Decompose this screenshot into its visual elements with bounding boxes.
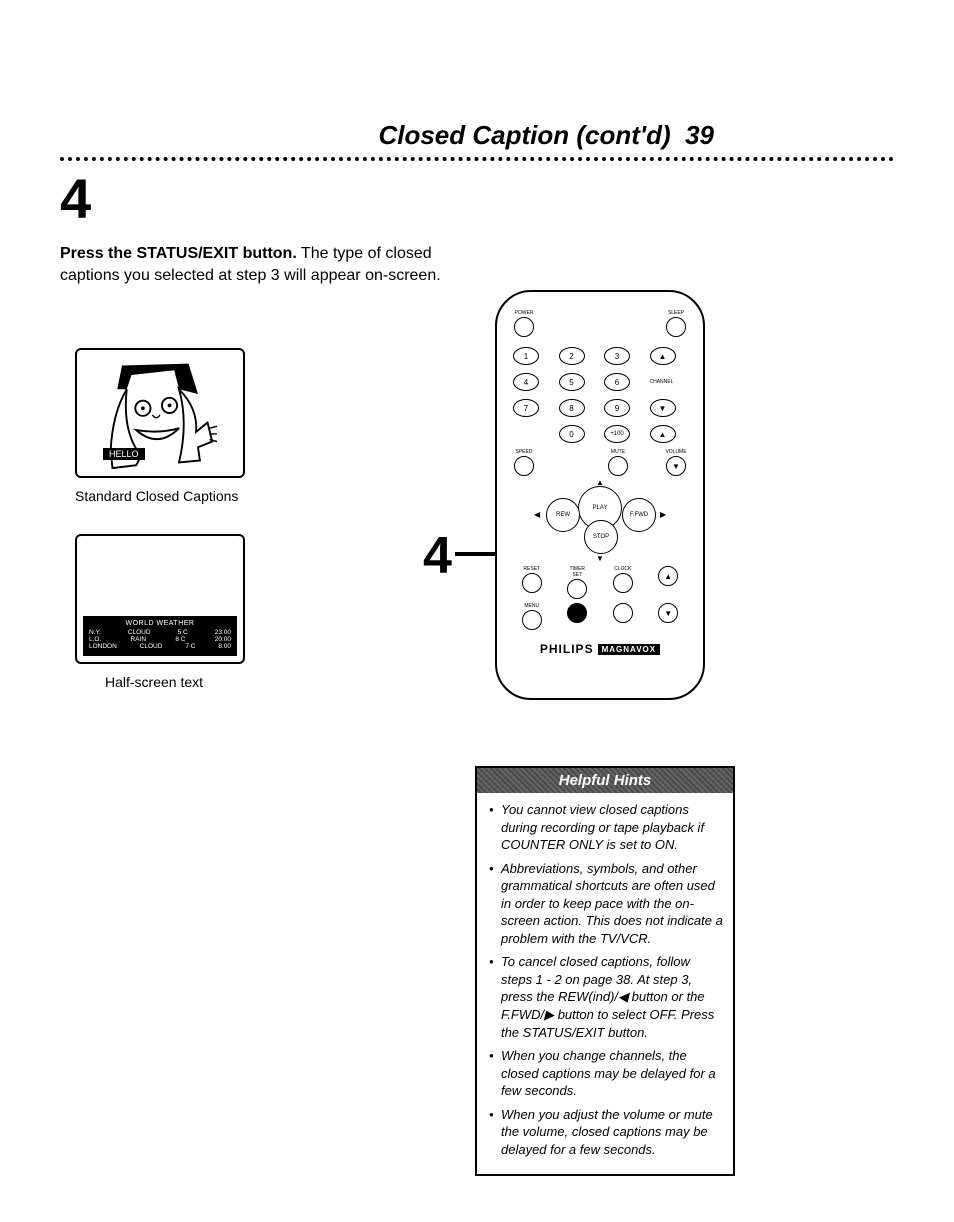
num-0-button[interactable]: 0 [559,425,585,443]
dotted-rule [60,157,894,161]
page-title: Closed Caption (cont'd) 39 [60,120,894,151]
table-row: N.Y.CLOUD5 C23:00 [87,629,233,636]
mute-button[interactable] [608,456,628,476]
list-item: When you adjust the volume or mute the v… [491,1106,723,1159]
menu-button[interactable] [522,610,542,630]
helpful-hints-box: Helpful Hints You cannot view closed cap… [475,766,735,1176]
down-button[interactable]: ▼ [658,603,678,623]
timer-set-button[interactable] [567,579,587,599]
num-4-button[interactable]: 4 [513,373,539,391]
caption-bubble: HELLO [103,448,145,460]
ch-up-button[interactable]: ▲ [650,347,676,365]
tv-frame-1: HELLO [75,348,245,478]
step-bold: Press the STATUS/EXIT button. [60,245,297,262]
vol-up-button[interactable]: ▲ [650,425,676,443]
extra-button[interactable] [613,603,633,623]
band-title: WORLD WEATHER [87,620,233,627]
num-8-button[interactable]: 8 [559,399,585,417]
brand-label: PHILIPSMAGNAVOX [540,642,660,656]
reset-button[interactable] [522,573,542,593]
status-exit-button[interactable] [567,603,587,623]
vol-down-button[interactable]: ▼ [666,456,686,476]
up-button[interactable]: ▲ [658,566,678,586]
list-item: You cannot view closed captions during r… [491,801,723,854]
list-item: Abbreviations, symbols, and other gramma… [491,860,723,948]
step-instruction: Press the STATUS/EXIT button. The type o… [60,243,480,288]
plus100-button[interactable]: +100 [604,425,630,443]
num-3-button[interactable]: 3 [604,347,630,365]
tv-frame-2: WORLD WEATHER N.Y.CLOUD5 C23:00 L.O.RAIN… [75,534,245,664]
clock-button[interactable] [613,573,633,593]
num-1-button[interactable]: 1 [513,347,539,365]
ch-down-button[interactable]: ▼ [650,399,676,417]
ffwd-button[interactable]: F.FWD [622,498,656,532]
num-2-button[interactable]: 2 [559,347,585,365]
step-number: 4 [60,171,894,227]
hints-title: Helpful Hints [477,768,733,793]
callout-number: 4 [423,526,452,586]
remote-control: 4 POWER SLEEP 1 2 3 ▲ 4 5 6 CHANNEL 7 8 … [475,290,715,700]
table-row: L.O.RAIN8 C20:00 [87,636,233,643]
num-5-button[interactable]: 5 [559,373,585,391]
list-item: To cancel closed captions, follow steps … [491,953,723,1041]
channel-label: CHANNEL [650,379,672,385]
num-9-button[interactable]: 9 [604,399,630,417]
transport-cluster: ▲ ◀ ▶ ▼ PLAY REW F.FWD STOP [530,486,670,556]
page-number: 39 [685,120,714,150]
title-text: Closed Caption (cont'd) [378,120,670,150]
rew-button[interactable]: REW [546,498,580,532]
power-button[interactable] [514,317,534,337]
callout-line [455,552,495,556]
step-4-block: 4 Press the STATUS/EXIT button. The type… [60,171,894,288]
list-item: When you change channels, the closed cap… [491,1047,723,1100]
stop-button[interactable]: STOP [584,520,618,554]
sleep-button[interactable] [666,317,686,337]
text-band: WORLD WEATHER N.Y.CLOUD5 C23:00 L.O.RAIN… [83,616,237,656]
num-6-button[interactable]: 6 [604,373,630,391]
speed-button[interactable] [514,456,534,476]
num-7-button[interactable]: 7 [513,399,539,417]
table-row: LONDONCLOUD7 C8:00 [87,643,233,650]
